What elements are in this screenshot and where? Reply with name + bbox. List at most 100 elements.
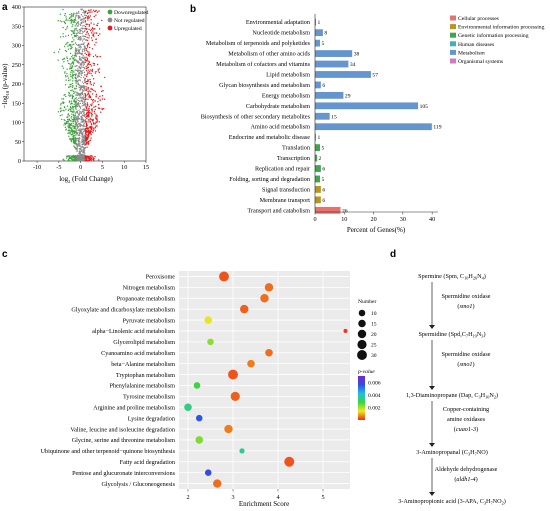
color-legend-title: p-value [357,369,375,375]
volcano-point [83,86,85,88]
volcano-point [67,113,70,115]
volcano-point [70,16,72,18]
panel-c-label: c [2,249,8,260]
volcano-point [69,73,72,76]
pathway-gene: (aldh1-4) [454,476,477,483]
volcano-point [86,30,89,33]
volcano-point [72,62,75,64]
volcano-point [91,129,93,131]
volcano-point [87,90,89,93]
volcano-point [97,97,100,99]
size-legend: Number 10 15 20 25 30 [357,299,377,360]
volcano-point [90,96,92,99]
volcano-point [90,28,93,30]
volcano-point [80,65,83,67]
volcano-point [79,73,81,75]
volcano-point [82,120,85,122]
volcano-point [88,71,91,73]
volcano-point [82,76,85,79]
panel-a-label: a [2,2,8,13]
volcano-point [84,52,86,55]
volcano-point [89,78,91,81]
pathway-diagram: Spermine (Spm, C10H26N4) Spermidine (Spd,… [398,273,506,506]
volcano-point [61,58,64,61]
volcano-point [72,77,74,80]
volcano-point [86,74,88,76]
volcano-point [74,114,77,116]
volcano-point [77,21,80,23]
volcano-point [80,133,82,135]
volcano-point [92,78,95,80]
volcano-point [74,139,76,142]
volcano-point [85,33,87,36]
volcano-point [85,139,87,142]
volcano-point [85,132,87,134]
volcano-point [83,136,85,138]
volcano-point [80,37,82,39]
volcano-point [87,19,89,21]
volcano-point [73,57,75,59]
bar-category-label: Translation [282,145,310,152]
volcano-x-tick-label: 15 [143,164,149,171]
bar-x-tick-label: 20 [370,216,376,223]
bar-legend-label: Human diseases [458,42,494,48]
volcano-point [94,90,97,93]
volcano-point [67,160,69,162]
volcano-point [84,12,86,15]
volcano-point [62,67,65,69]
volcano-point [61,20,63,23]
bar [315,154,318,162]
volcano-point [91,75,93,77]
volcano-y-ticks: 0 50 100 150 200 250 300 350 400 [12,4,24,165]
volcano-point [79,111,81,113]
volcano-point [65,50,68,53]
bar-category-label: Membrane transport [260,197,311,204]
volcano-point [78,55,81,58]
volcano-point [85,94,87,97]
volcano-point [70,22,72,24]
volcano-point [92,62,94,64]
volcano-point [78,95,80,97]
volcano-point [80,92,83,95]
volcano-point [92,55,95,58]
volcano-point [90,158,92,160]
volcano-point [77,23,80,25]
volcano-point [93,89,95,92]
panel-b: b Environmental adaptation Nucleotide met… [190,4,545,234]
volcano-point [98,121,100,123]
bar-value-label: 6 [322,167,325,173]
volcano-point [95,95,98,97]
volcano-point [91,32,93,34]
volcano-point [80,14,83,16]
volcano-point [80,8,82,10]
volcano-point [65,79,67,81]
volcano-point [81,19,83,21]
volcano-point [88,107,90,110]
volcano-point [77,83,79,85]
volcano-point [93,15,95,18]
bar-x-tick-label: 40 [429,216,435,223]
bubble [247,359,255,368]
color-legend-tick-label: 0.002 [368,405,381,411]
volcano-point [84,81,86,84]
volcano-point [65,128,67,130]
volcano-point [79,28,82,30]
volcano-point [93,106,95,108]
volcano-point [75,22,78,25]
volcano-point [82,55,85,57]
volcano-point [91,111,93,113]
bar-value-label: 2 [319,156,322,162]
volcano-point [77,10,80,13]
volcano-point [86,146,88,148]
volcano-point [82,139,85,141]
volcano-point [78,141,80,143]
volcano-point [80,58,82,61]
volcano-point [81,100,83,103]
volcano-point [79,102,82,105]
volcano-point [79,158,82,160]
legend-upregulated: Upregulated [114,26,142,32]
volcano-point [89,131,91,134]
volcano-point [69,44,71,47]
